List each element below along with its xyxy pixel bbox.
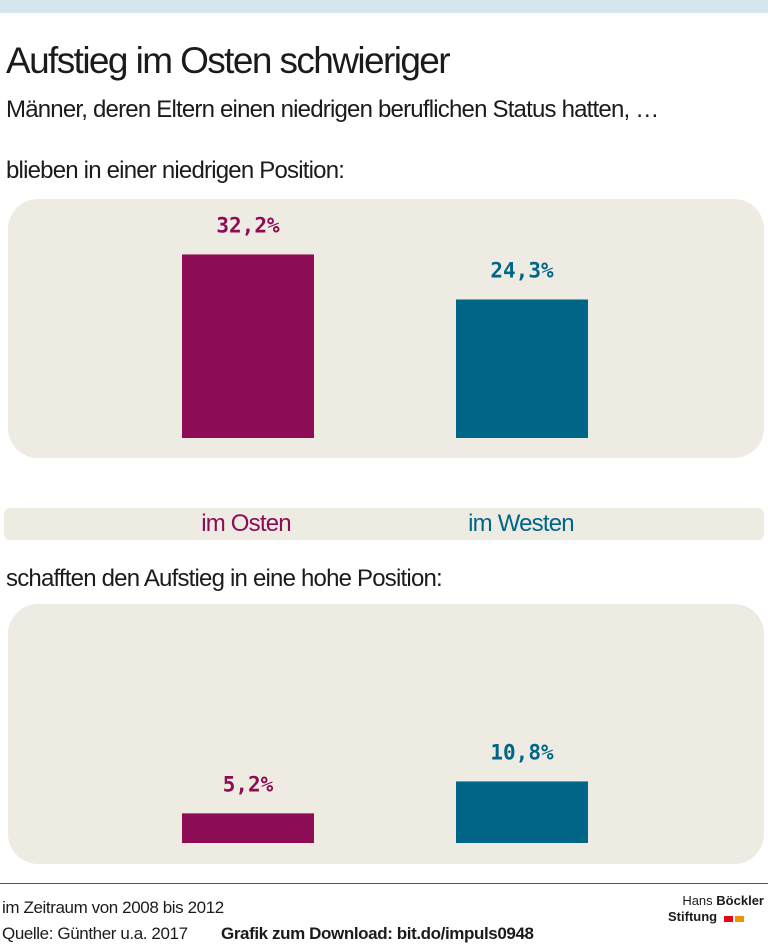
bar-chart-low-position: 32,2% 24,3%	[182, 213, 588, 438]
value-label-east-chart-2: 5,2%	[223, 772, 274, 796]
bar-west-chart-2	[456, 781, 588, 843]
bar-chart-high-position: 5,2% 10,8%	[182, 740, 588, 843]
bar-east-chart-1	[182, 254, 314, 438]
panel-1-heading: blieben in einer niedrigen Position:	[6, 157, 345, 184]
chart-panel-low-position: 32,2% 24,3%	[8, 199, 764, 458]
logo-text-boeckler: Böckler	[716, 893, 764, 908]
logo-text-hans: Hans	[682, 893, 713, 908]
legend-strip	[4, 508, 764, 540]
chart-panel-high-position: 5,2% 10,8%	[8, 604, 764, 864]
logo-text-stiftung: Stiftung	[668, 909, 718, 924]
bar-west-chart-1	[456, 299, 588, 438]
chart-title: Aufstieg im Osten schwieriger	[6, 40, 451, 81]
source-note: Quelle: Günther u.a. 2017	[2, 924, 188, 943]
legend-east: im Osten	[201, 510, 291, 537]
logo-red-square	[724, 916, 733, 922]
value-label-east-chart-1: 32,2%	[216, 213, 280, 237]
logo-line-1: Hans Böckler	[682, 893, 764, 908]
top-band	[0, 0, 768, 13]
footer-rule	[0, 883, 768, 884]
legend-west: im Westen	[468, 510, 575, 537]
value-label-west-chart-2: 10,8%	[490, 740, 554, 764]
panel-2-heading: schafften den Aufstieg in eine hohe Posi…	[6, 565, 443, 592]
logo-orange-square	[735, 916, 744, 922]
hans-boeckler-stiftung-logo: Hans Böckler Stiftung	[668, 893, 766, 927]
chart-subtitle: Männer, deren Eltern einen niedrigen ber…	[6, 96, 659, 123]
download-link[interactable]: Grafik zum Download: bit.do/impuls0948	[221, 924, 534, 943]
period-note: im Zeitraum von 2008 bis 2012	[2, 898, 224, 917]
value-label-west-chart-1: 24,3%	[490, 258, 554, 282]
bar-east-chart-2	[182, 813, 314, 843]
